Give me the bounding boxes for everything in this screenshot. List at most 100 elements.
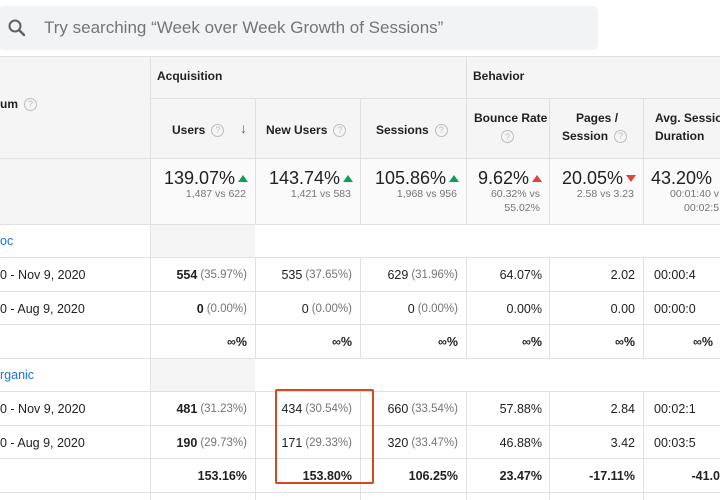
behavior-group-header: Behavior — [473, 69, 525, 83]
group-2-row-1-bounce: 57.88% — [499, 401, 542, 416]
search-bar — [0, 0, 720, 55]
total-duration-compare-2: 00:02:5 — [684, 202, 720, 214]
total-users-value: 139.07% — [163, 167, 235, 188]
group-1-row-1-bounce: 64.07% — [499, 267, 542, 282]
arrow-up-icon — [343, 174, 353, 182]
group-1-change-sessions: ∞% — [437, 334, 458, 349]
total-new-users-value: 143.74% — [268, 167, 340, 188]
group-1-row-2-bounce: 0.00% — [506, 301, 542, 316]
totals-dimension-background — [0, 158, 150, 224]
total-users-compare: 1,487 vs 622 — [185, 188, 246, 200]
group-1-row-2-pages: 0.00 — [610, 301, 635, 316]
arrow-down-icon — [626, 174, 636, 182]
group-1-change-bounce: ∞% — [521, 334, 542, 349]
group-2-change-bounce: 23.47% — [499, 468, 542, 483]
sort-arrow-down-icon[interactable]: ↓ — [240, 120, 247, 136]
total-bounce-rate-compare-2: 55.02% — [504, 202, 540, 214]
group-1-row-1-sessions: 629 (31.96%) — [387, 267, 458, 282]
search-icon — [8, 19, 26, 37]
group-2-row-2-label: 0 - Aug 9, 2020 — [0, 435, 85, 450]
total-users: 139.07% — [150, 166, 248, 190]
search-box[interactable] — [0, 6, 598, 50]
help-icon[interactable]: ? — [24, 97, 37, 111]
group-2-row-1-users: 481 (31.23%) — [176, 401, 247, 416]
pages-per-session-column-header[interactable]: Pages / — [576, 111, 619, 125]
total-duration-value: 43.20% — [651, 167, 713, 188]
totals-background — [150, 158, 720, 224]
group-1-row-2-new-users: 0 (0.00%) — [301, 301, 352, 316]
sessions-header-label: Sessions — [376, 123, 429, 137]
dimension-header[interactable]: um ? — [0, 92, 140, 116]
arrow-up-red-icon — [532, 174, 542, 182]
group-1-change-users: ∞% — [226, 334, 247, 349]
dimension-header-label: um — [0, 97, 18, 111]
group-2-row-2-new-users: 171 (29.33%) — [281, 435, 352, 450]
new-users-header-label: New Users — [266, 123, 328, 137]
total-sessions-compare: 1,968 vs 956 — [396, 188, 457, 200]
avg-session-duration-column-header-line2[interactable]: Duration — [655, 129, 705, 143]
sessions-column-header[interactable]: Sessions ? — [376, 118, 448, 142]
help-icon[interactable]: ? — [211, 123, 225, 137]
group-2-change-users: 153.16% — [197, 468, 247, 483]
group-1-row-1-duration: 00:00:4 — [654, 267, 696, 282]
group-2-row-1-label: 0 - Nov 9, 2020 — [0, 401, 86, 416]
highlight-annotation-box — [275, 389, 374, 484]
group-1-row-2-users: 0 (0.00%) — [196, 301, 247, 316]
total-new-users: 143.74% — [255, 166, 353, 190]
group-1-row-1-users: 554 (35.97%) — [176, 267, 247, 282]
new-users-column-header[interactable]: New Users ? — [266, 118, 347, 142]
group-2-change-duration: -41.0 — [691, 468, 720, 483]
group-1-shade — [150, 224, 255, 257]
help-icon[interactable]: ? — [333, 123, 347, 137]
report-table: um ? Acquisition Behavior Users ? ↓ New … — [0, 56, 720, 500]
group-2-change-pages: -17.11% — [589, 468, 635, 483]
group-2-change-new-users: 153.80% — [302, 468, 352, 483]
group-1-row-1-pages: 2.02 — [610, 267, 635, 282]
group-2-row-2-duration: 00:03:5 — [654, 435, 696, 450]
users-header-label: Users — [172, 123, 206, 137]
group-1-link[interactable]: oc — [0, 234, 14, 248]
group-2-row-1-pages: 2.84 — [610, 401, 635, 416]
total-sessions-value: 105.86% — [374, 167, 446, 188]
acquisition-group-header: Acquisition — [157, 69, 223, 83]
bounce-rate-column-header[interactable]: Bounce Rate — [474, 111, 548, 125]
total-avg-session-duration: 43.20% — [651, 166, 712, 190]
group-1-change-duration: ∞% — [692, 334, 713, 349]
group-1-row-1-new-users: 535 (37.65%) — [281, 267, 352, 282]
group-2-row-1-sessions: 660 (33.54%) — [387, 401, 458, 416]
group-2-row-1-new-users: 434 (30.54%) — [281, 401, 352, 416]
group-2-change-sessions: 106.25% — [408, 468, 458, 483]
pages-per-session-column-header-line2[interactable]: Session ? — [562, 126, 628, 146]
group-2-row-2-sessions: 320 (33.47%) — [387, 435, 458, 450]
avg-session-duration-column-header[interactable]: Avg. Session — [655, 111, 720, 125]
group-1-row-2-sessions: 0 (0.00%) — [407, 301, 458, 316]
group-1-row-2-duration: 00:00:0 — [654, 301, 696, 316]
total-bounce-rate-value: 9.62% — [477, 167, 529, 188]
group-1-row-1-label: 0 - Nov 9, 2020 — [0, 267, 86, 282]
total-bounce-rate: 9.62% — [466, 166, 542, 190]
total-new-users-compare: 1,421 vs 583 — [290, 188, 351, 200]
group-1-change-pages: ∞% — [614, 334, 635, 349]
total-pages-per-session: 20.05% — [549, 166, 636, 190]
total-pages-compare: 2.58 vs 3.23 — [576, 188, 634, 200]
total-duration-compare-1: 00:01:40 v — [670, 188, 720, 200]
help-icon[interactable]: ? — [501, 130, 514, 143]
help-icon[interactable]: ? — [434, 123, 448, 137]
help-icon[interactable]: ? — [614, 129, 628, 143]
total-sessions: 105.86% — [360, 166, 459, 190]
pages-header-label-2: Session — [562, 129, 609, 143]
users-column-header[interactable]: Users ? — [172, 118, 225, 142]
total-pages-value: 20.05% — [561, 167, 623, 188]
group-2-row-2-users: 190 (29.73%) — [176, 435, 247, 450]
arrow-up-icon — [238, 174, 248, 182]
group-2-row-2-pages: 3.42 — [610, 435, 635, 450]
group-2-link[interactable]: rganic — [0, 368, 35, 382]
group-2-row-1-duration: 00:02:1 — [654, 401, 696, 416]
arrow-up-icon — [449, 174, 459, 182]
total-bounce-rate-compare-1: 60.32% vs — [490, 188, 540, 200]
group-2-shade — [150, 358, 255, 391]
group-1-row-2-label: 0 - Aug 9, 2020 — [0, 301, 85, 316]
search-input[interactable] — [44, 14, 564, 42]
group-2-row-2-bounce: 46.88% — [499, 435, 542, 450]
group-1-change-new-users: ∞% — [331, 334, 352, 349]
